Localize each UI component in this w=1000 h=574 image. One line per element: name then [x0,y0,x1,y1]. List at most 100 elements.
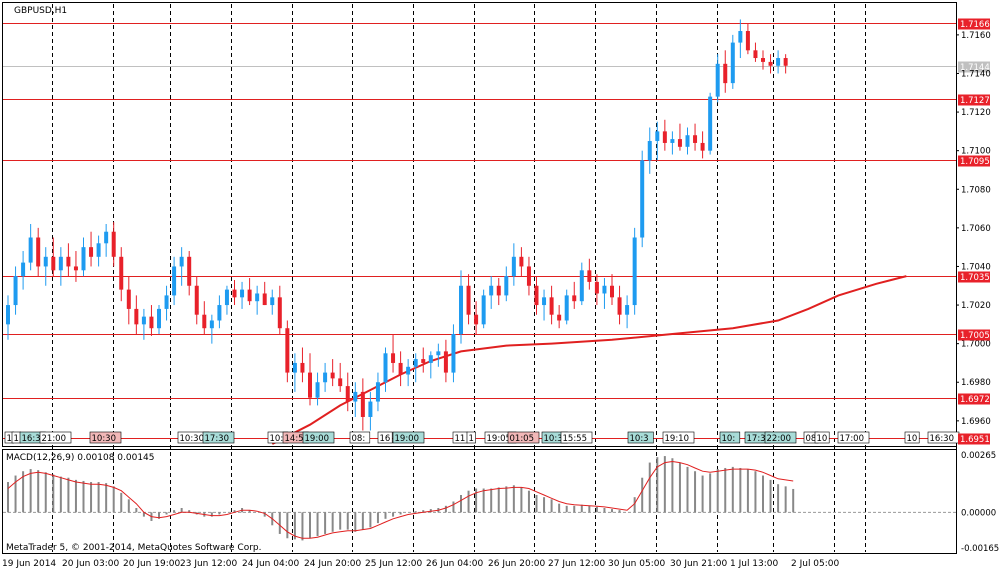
candle-body [723,63,728,84]
candle-body [43,256,48,267]
level-price-text: 1.6951 [960,435,990,445]
candle-body [655,131,660,142]
candle-body [564,295,569,321]
event-badge[interactable]: 10: [719,431,741,444]
event-badge-text: 11 [455,434,466,444]
candle-body [708,96,713,151]
event-badge[interactable]: 08: [349,431,371,444]
candle-body [496,285,501,296]
candle-body [149,316,154,329]
macd-tick-label: 0.00265 [961,451,996,461]
candle-body [292,362,297,373]
event-badge[interactable]: 21:00 [39,431,72,444]
time-label: 30 Jun 21:00 [670,559,727,569]
candle-body [557,314,562,321]
event-badge[interactable]: 15:55 [560,431,593,444]
current-price-text: 1.7144 [960,63,990,73]
event-badge[interactable]: 17:00 [837,431,870,444]
candle-body [202,314,207,329]
candle-body [179,256,184,267]
time-label: 23 Jun 12:00 [180,559,237,569]
event-badge-text: 08 [806,434,817,444]
time-label: 20 Jun 03:00 [62,559,119,569]
event-badge-text: 15:55 [563,434,588,444]
event-badge[interactable]: 1 [11,431,21,444]
candle-body [572,295,577,302]
event-badge-text: 16:3 [22,434,41,444]
candle-body [240,289,245,298]
time-label: 25 Jun 12:00 [365,559,422,569]
time-label: 2 Jul 05:00 [791,559,840,569]
event-badge-box [904,431,920,444]
event-badge-text: 16 [380,434,391,444]
event-badge[interactable]: 16 [377,431,393,444]
price-tick-label: 1.6980 [961,378,991,388]
event-badge-text: 10:3 [630,434,649,444]
candle-body [96,243,101,257]
event-badge-box [39,431,72,444]
level-price-badge [958,155,990,167]
event-badge[interactable]: 19:10 [662,431,695,444]
candle-body [761,58,765,62]
candle-body [511,256,516,277]
event-badge[interactable]: 11 [452,431,468,444]
event-badge[interactable]: 10:3 [627,431,654,444]
moving-average [271,275,907,445]
time-label: 1 Jul 13:00 [730,559,779,569]
candle-body [141,316,146,325]
candle-body [209,320,214,329]
candle-body [640,160,645,238]
candle-body [111,231,116,257]
candle-body [647,141,652,161]
event-badge-box [627,431,654,444]
level-price-text: 1.7095 [960,157,990,167]
macd-tick-label: 0.00000 [961,508,996,518]
event-badge[interactable]: 19:00 [302,431,335,444]
level-price-badge [958,433,990,445]
candle-body [300,362,305,373]
candle-body [315,382,320,398]
candle-body [81,247,86,271]
candle-body [534,285,539,306]
candle-body [398,362,403,375]
candle-body [323,372,328,383]
candle-body [594,281,599,294]
event-badge[interactable]: 10 [814,431,830,444]
event-badge-box [302,431,335,444]
candle-body [338,378,343,387]
event-badge[interactable]: 19:00 [392,431,425,444]
current-price-badge [958,61,990,73]
event-badge[interactable]: 10:30 [89,431,122,444]
candle-body [481,295,486,325]
candle-body [489,285,494,296]
candle-body [451,334,456,373]
candle-body [768,61,773,66]
event-badge[interactable]: 17:30 [202,431,235,444]
event-badge-box [719,431,741,444]
main-panel-border [2,2,957,447]
candle-body [6,305,10,325]
macd-panel-border [2,449,957,554]
event-badge[interactable]: 22:00 [764,431,797,444]
candle-body [677,139,682,147]
candle-body [345,386,350,402]
candle-body [459,285,463,334]
event-badge-text: 17:30 [205,434,230,444]
event-badge-text: 19:05 [487,434,512,444]
candle-body [436,351,441,356]
level-price-badge [958,271,990,283]
event-badge-text: 21:00 [42,434,67,444]
candle-body [262,293,267,306]
event-badge-text: 10:3 [544,434,563,444]
event-badge[interactable]: 10 [904,431,920,444]
event-badge-text: 1 [469,434,474,444]
event-badge[interactable]: 1 [466,431,476,444]
event-badges-row[interactable]: 1 1 16:3 21:00 10:30 10:30 17:30 10: 14:5 19:00 08… [4,431,960,444]
candle-body [126,289,131,309]
price-tick-label: 1.7020 [961,301,991,311]
event-badge[interactable]: 16:30 [927,431,960,444]
event-badge-text: 19:00 [305,434,330,444]
event-badge[interactable]: 01:05 [507,431,540,444]
